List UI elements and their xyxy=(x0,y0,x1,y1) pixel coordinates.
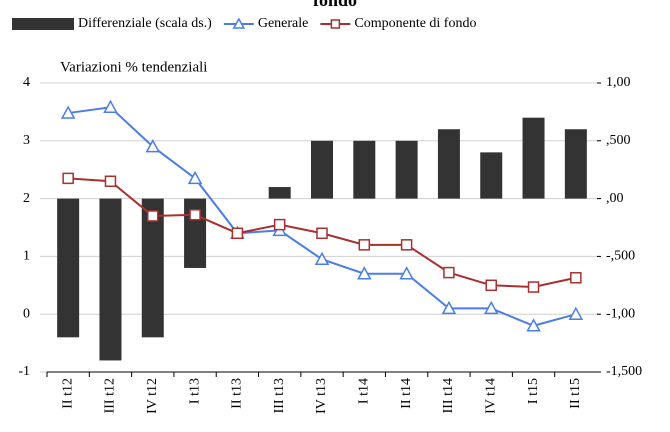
marker xyxy=(231,227,244,240)
bar xyxy=(268,187,291,199)
x-tick-label: II t13 xyxy=(230,378,245,409)
bar xyxy=(141,198,164,338)
marker xyxy=(357,266,372,280)
marker xyxy=(358,239,371,251)
legend-label: Componente di fondo xyxy=(354,16,476,31)
x-tick-label: I t14 xyxy=(357,378,372,404)
legend-label: Differenziale (scala ds.) xyxy=(78,16,212,31)
marker xyxy=(400,239,413,251)
x-tick-label: IV t14 xyxy=(483,378,498,414)
y-tick-label: -1 xyxy=(18,364,30,379)
bar xyxy=(480,152,503,199)
marker xyxy=(399,266,414,280)
bar xyxy=(57,198,80,338)
annotation: Variazioni % tendenziali xyxy=(60,59,207,75)
y-tick-label: 3 xyxy=(23,133,30,148)
marker xyxy=(104,175,117,188)
marker xyxy=(314,251,330,266)
marker xyxy=(441,300,457,315)
marker xyxy=(273,218,286,231)
bar xyxy=(564,129,587,199)
y2-tick-label: -1,500 xyxy=(606,364,642,379)
x-tick-label: IV t13 xyxy=(314,378,329,414)
x-tick-label: II t15 xyxy=(568,378,583,409)
y-tick-label: 1 xyxy=(23,249,30,264)
y2-tick-label: 1,00 xyxy=(606,75,631,90)
marker xyxy=(527,281,540,293)
marker xyxy=(570,272,582,284)
marker xyxy=(60,105,76,119)
marker xyxy=(526,318,541,332)
x-tick-label: III t14 xyxy=(441,378,456,413)
legend-label: Generale xyxy=(258,16,309,31)
marker xyxy=(485,279,497,292)
marker xyxy=(443,266,455,279)
y2-tick-label: ,00 xyxy=(606,191,624,206)
x-tick-label: II t12 xyxy=(60,378,75,409)
marker xyxy=(483,300,499,315)
marker xyxy=(145,139,161,153)
x-tick-label: III t13 xyxy=(272,378,287,413)
bar xyxy=(395,140,418,199)
chart-title: fondo xyxy=(313,0,357,10)
marker xyxy=(316,227,328,240)
bar xyxy=(99,198,122,361)
marker xyxy=(62,172,74,185)
x-tick-label: II t14 xyxy=(399,378,414,409)
y-tick-label: 4 xyxy=(23,75,30,90)
marker xyxy=(189,209,201,221)
y-tick-label: 0 xyxy=(23,306,30,321)
x-tick-label: I t15 xyxy=(526,378,541,404)
y2-tick-label: -,500 xyxy=(606,249,635,264)
bar xyxy=(522,117,545,199)
y2-tick-label: ,500 xyxy=(606,133,631,148)
bar xyxy=(184,198,207,268)
marker xyxy=(103,99,118,114)
legend-swatch xyxy=(12,18,74,30)
marker xyxy=(147,210,159,222)
bar xyxy=(311,140,333,199)
legend-marker xyxy=(232,17,246,29)
marker xyxy=(187,170,203,185)
bar xyxy=(437,129,460,199)
x-tick-label: I t13 xyxy=(187,378,202,404)
x-tick-label: III t12 xyxy=(103,378,118,413)
legend-marker xyxy=(330,19,341,29)
y2-tick-label: -1,00 xyxy=(606,306,635,321)
bar xyxy=(353,140,376,199)
x-tick-label: IV t12 xyxy=(145,378,160,414)
y-tick-label: 2 xyxy=(23,191,30,206)
marker xyxy=(568,306,584,320)
